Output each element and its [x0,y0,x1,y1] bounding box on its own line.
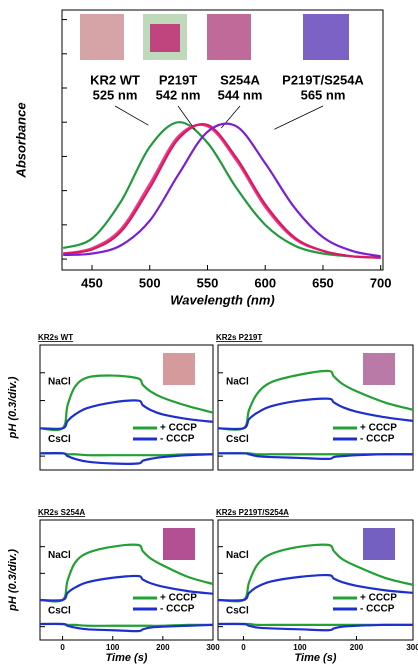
group-label: CsCl [226,605,249,616]
x-tick-label: 450 [81,275,103,290]
legend-label: + CCCP [160,593,197,604]
panel-frame [217,344,414,471]
x-tick-label: 100 [106,643,120,652]
series-label: P219T [159,72,197,87]
peak-label: 525 nm [93,87,138,102]
x-tick-label: 0 [60,643,65,652]
spectrum-curve [63,123,381,259]
y-axis-label: pH (0.3/div.) [7,376,19,439]
ph-trace [39,374,214,432]
cuvette-photos [80,14,349,60]
spectrum-curve [62,123,381,259]
group-label: NaCl [48,550,71,561]
legend-label: - CCCP [360,434,395,445]
group-label: CsCl [48,434,71,445]
cuvette-photo [363,528,395,560]
x-axis-label: Wavelength (nm) [170,292,275,307]
peak-label: 544 nm [218,87,263,102]
x-tick-label: 550 [197,275,219,290]
ph-trace [39,622,214,633]
spectrum-curve [63,122,381,258]
ph-trace [39,399,214,430]
group-label: NaCl [48,377,71,388]
ph-trace [217,622,414,632]
legend-label: - CCCP [360,604,395,615]
peak-label: 542 nm [156,87,201,102]
x-tick-label: 500 [139,275,161,290]
x-tick-label: 0 [241,643,246,652]
group-label: CsCl [48,605,71,616]
x-tick-label: 650 [312,275,334,290]
cuvette-photo [163,528,195,560]
spectrum-curve [62,121,381,259]
cuvette-photo [363,353,395,385]
cuvette-p219t-fill [150,24,180,52]
cuvette-double [303,14,349,60]
x-tick-label: 600 [254,275,276,290]
leader-line [177,105,195,130]
ph-trace [39,452,214,465]
series-label: KR2 WT [90,72,140,87]
panel-frame [217,519,414,641]
panel-title: KR2s P219T/S254A [216,508,289,517]
legend-label: - CCCP [160,434,195,445]
x-axis-label: Time (s) [106,652,148,664]
series-label: S254A [220,72,260,87]
y-axis-label: Absorbance [13,102,28,178]
ph-trace [217,369,414,431]
ph-trace [217,397,414,431]
legend-label: - CCCP [160,604,195,615]
legend-label: + CCCP [360,423,397,434]
x-tick-label: 100 [293,643,307,652]
x-tick-label: 700 [370,275,392,290]
panel-frame [39,344,214,471]
ph-trace [217,543,414,603]
x-tick-label: 300 [406,643,418,652]
plot-frame [61,9,384,271]
group-label: NaCl [226,377,249,388]
x-tick-label: 200 [350,643,364,652]
legend-label: + CCCP [360,593,397,604]
ph-trace [217,573,414,602]
series-label: P219T/S254A [282,72,364,87]
cuvette-wt [80,14,124,60]
group-label: CsCl [226,434,249,445]
peak-label: 565 nm [301,87,346,102]
cuvette-photo [163,353,195,385]
x-tick-label: 200 [156,643,170,652]
y-axis-label: pH (0.3/div.) [7,549,19,612]
group-label: NaCl [226,550,249,561]
leader-line [114,105,149,126]
ph-trace [39,574,214,602]
cuvette-s254a [207,14,251,60]
x-axis-label: Time (s) [295,652,337,664]
ph-trace [39,452,214,457]
panel-frame [39,519,214,641]
x-tick-label: 300 [206,643,220,652]
ph-trace [217,452,414,461]
legend-label: + CCCP [160,423,197,434]
panel-title: KR2s S254A [38,508,85,517]
panel-title: KR2s WT [38,333,73,342]
ph-trace [39,543,214,603]
panel-title: KR2s P219T [216,333,262,342]
leader-line [274,105,324,130]
